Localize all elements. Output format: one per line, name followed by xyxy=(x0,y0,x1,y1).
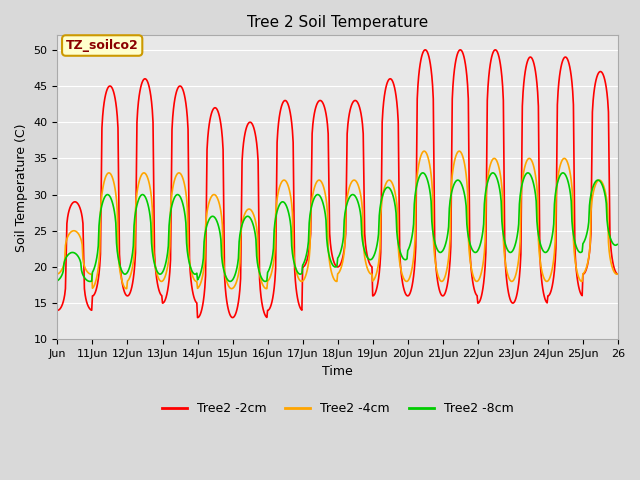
Line: Tree2 -2cm: Tree2 -2cm xyxy=(58,50,617,318)
Tree2 -2cm xyxy=(119,284,127,290)
Tree2 -8cm xyxy=(86,278,94,284)
Tree2 -4cm xyxy=(263,286,271,291)
Tree2 -8cm xyxy=(54,278,61,284)
Tree2 -8cm xyxy=(251,227,259,233)
Tree2 -8cm xyxy=(120,271,127,276)
Tree2 -8cm xyxy=(428,218,436,224)
Line: Tree2 -4cm: Tree2 -4cm xyxy=(58,151,617,288)
Tree2 -4cm xyxy=(250,212,257,218)
Y-axis label: Soil Temperature (C): Soil Temperature (C) xyxy=(15,123,28,252)
Tree2 -2cm xyxy=(194,315,202,321)
Title: Tree 2 Soil Temperature: Tree 2 Soil Temperature xyxy=(247,15,428,30)
Line: Tree2 -8cm: Tree2 -8cm xyxy=(58,173,617,281)
Tree2 -4cm xyxy=(613,271,621,277)
Tree2 -4cm xyxy=(119,282,127,288)
Tree2 -8cm xyxy=(419,170,427,176)
Tree2 -8cm xyxy=(396,247,404,253)
Tree2 -2cm xyxy=(421,47,429,53)
Tree2 -8cm xyxy=(272,215,280,221)
Tree2 -2cm xyxy=(272,265,280,271)
Tree2 -2cm xyxy=(223,298,230,304)
Tree2 -4cm xyxy=(420,148,428,154)
Text: TZ_soilco2: TZ_soilco2 xyxy=(66,39,139,52)
Tree2 -8cm xyxy=(613,241,621,247)
Tree2 -4cm xyxy=(428,179,436,185)
Tree2 -2cm xyxy=(428,73,436,79)
Tree2 -2cm xyxy=(251,127,259,133)
Tree2 -4cm xyxy=(222,276,230,281)
Tree2 -4cm xyxy=(54,271,61,277)
Tree2 -2cm xyxy=(54,308,61,313)
Tree2 -2cm xyxy=(613,271,621,277)
Tree2 -2cm xyxy=(396,250,404,255)
Tree2 -4cm xyxy=(272,212,280,217)
Tree2 -4cm xyxy=(396,260,404,265)
X-axis label: Time: Time xyxy=(323,365,353,378)
Legend: Tree2 -2cm, Tree2 -4cm, Tree2 -8cm: Tree2 -2cm, Tree2 -4cm, Tree2 -8cm xyxy=(157,397,518,420)
Tree2 -8cm xyxy=(223,276,230,281)
